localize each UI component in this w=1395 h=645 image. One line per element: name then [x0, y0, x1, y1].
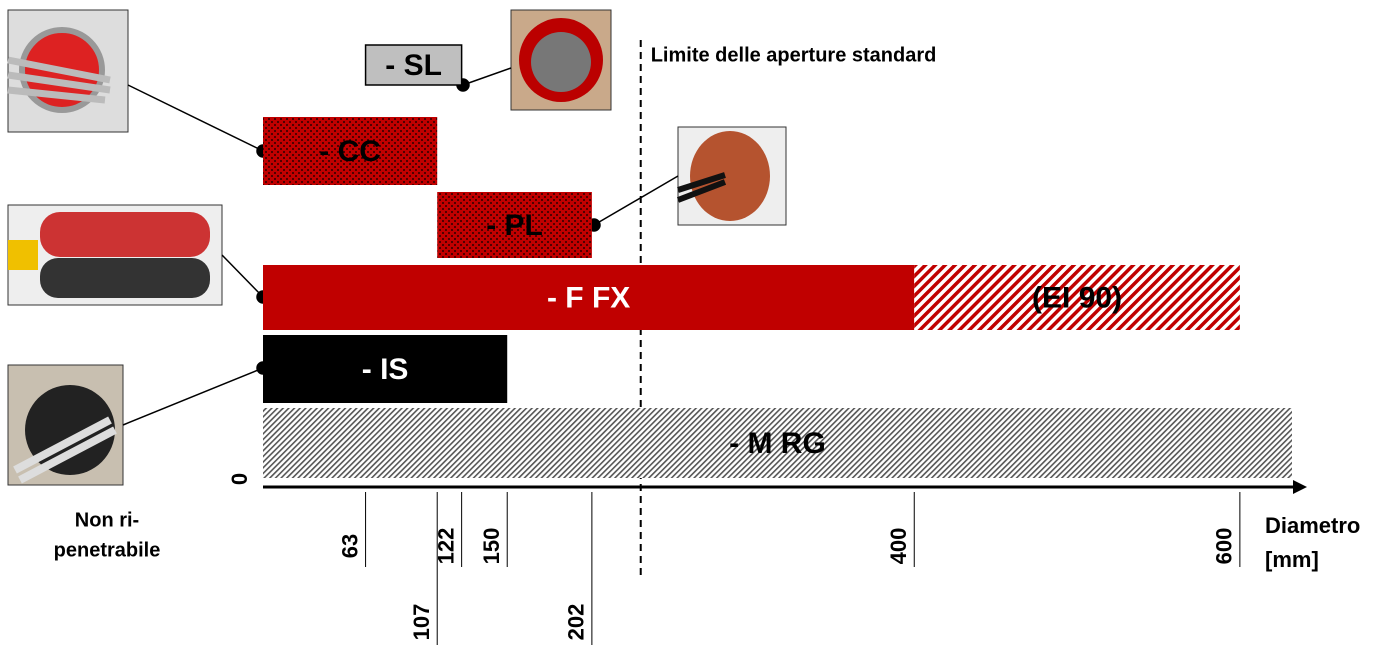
- bar: [263, 265, 915, 330]
- bar-label: - SL: [385, 49, 442, 82]
- x-tick-label: 0: [227, 473, 252, 485]
- x-axis-label: [mm]: [1265, 547, 1319, 572]
- bar: [263, 408, 1292, 478]
- bar: [914, 265, 1240, 330]
- x-tick-label: 63: [337, 534, 362, 558]
- x-tick-label: 600: [1212, 528, 1237, 565]
- x-tick-label: 107: [409, 604, 434, 641]
- bar: [364, 44, 463, 86]
- bar: [263, 117, 438, 185]
- bar-label: - IS: [362, 353, 409, 386]
- note: penetrabile: [54, 539, 161, 561]
- x-tick-label: 202: [564, 604, 589, 641]
- reference-label: Limite delle aperture standard: [651, 44, 937, 66]
- x-tick-label: 400: [886, 528, 911, 565]
- x-tick-label: 150: [479, 528, 504, 565]
- bar-label: - CC: [319, 135, 381, 168]
- x-axis-label: Diametro: [1265, 513, 1360, 538]
- bar-label: (EI 90): [1032, 281, 1122, 314]
- x-tick-label: 122: [433, 528, 458, 565]
- x-axis: [263, 480, 1307, 494]
- bar-label: - F FX: [547, 281, 630, 314]
- bar-label: - PL: [486, 209, 543, 242]
- bar: [437, 192, 592, 258]
- bar: [263, 335, 508, 403]
- note: Non ri-: [75, 509, 139, 531]
- bar-label: - M RG: [729, 427, 826, 460]
- photos: [7, 9, 787, 486]
